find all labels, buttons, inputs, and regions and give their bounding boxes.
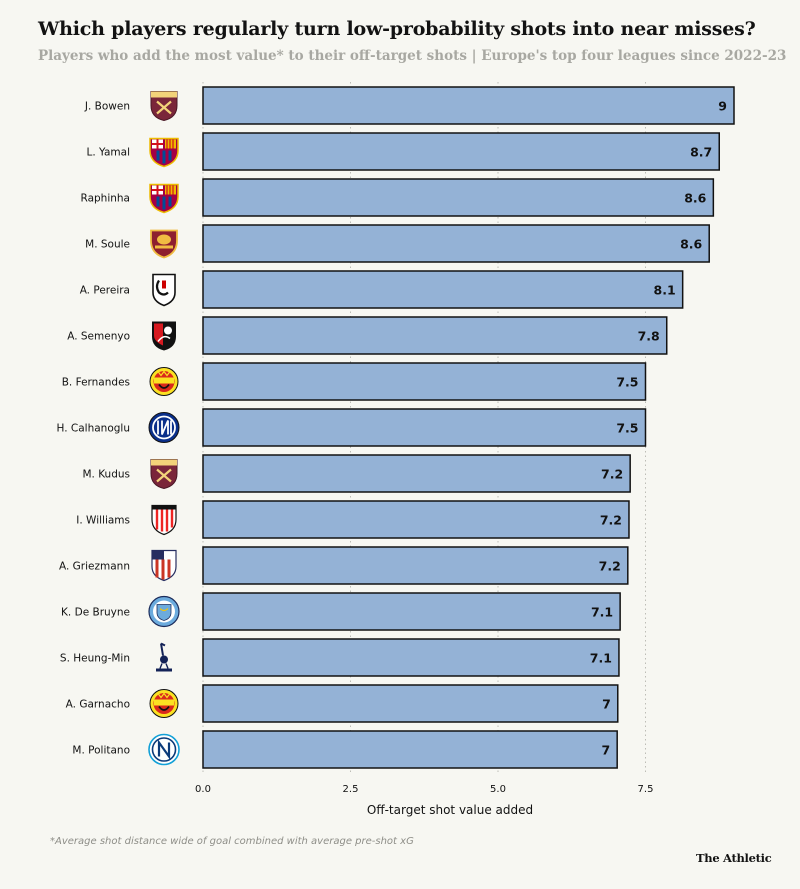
inter-badge-icon [148, 412, 180, 443]
bar [202, 316, 668, 355]
player-label: M. Soule [85, 239, 130, 251]
x-tick-label: 2.5 [343, 784, 359, 795]
data-label: 9 [718, 99, 727, 114]
tottenham-badge-icon [156, 642, 172, 672]
player-label: S. Heung-Min [60, 653, 130, 665]
player-label: B. Fernandes [62, 377, 130, 389]
data-label: 8.6 [680, 237, 702, 252]
west-ham-badge-icon [150, 91, 178, 122]
x-tick-label: 7.5 [638, 784, 654, 795]
player-label: Raphinha [81, 193, 130, 205]
x-axis-title: Off-target shot value added [367, 803, 533, 817]
data-label: 7 [601, 743, 610, 758]
atletico-madrid-badge-icon [151, 549, 177, 582]
data-label: 8.6 [684, 191, 706, 206]
chart-subtitle: Players who add the most value* to their… [38, 48, 787, 64]
player-label: M. Politano [72, 745, 130, 757]
player-label: L. Yamal [86, 147, 130, 159]
bournemouth-badge-icon [152, 321, 176, 351]
bar [202, 132, 720, 171]
barcelona-badge-icon [149, 183, 179, 214]
bar [202, 684, 619, 723]
fulham-badge-icon [152, 273, 176, 307]
data-label: 7.2 [601, 467, 623, 482]
napoli-badge-icon [148, 733, 180, 766]
player-label: A. Griezmann [59, 561, 130, 573]
bar [202, 730, 618, 769]
data-label: 7.2 [600, 513, 622, 528]
data-label: 7.2 [599, 559, 621, 574]
bar [202, 546, 629, 585]
bar [202, 86, 735, 125]
x-tick-label: 0.0 [195, 784, 211, 795]
bar [202, 500, 630, 539]
player-label: H. Calhanoglu [57, 423, 130, 435]
west-ham-badge-icon [150, 459, 178, 490]
man-city-badge-icon [148, 595, 180, 628]
man-united-badge-icon [149, 689, 179, 718]
player-label: I. Williams [76, 515, 130, 527]
brand-logo: The Athletic [696, 851, 772, 865]
data-label: 7 [602, 697, 611, 712]
bar [202, 638, 620, 677]
data-label: 7.1 [590, 651, 612, 666]
player-label: J. Bowen [84, 101, 130, 113]
barcelona-badge-icon [149, 137, 179, 168]
man-united-badge-icon [149, 367, 179, 396]
data-label: 8.1 [654, 283, 676, 298]
player-label: A. Garnacho [66, 699, 130, 711]
footnote: *Average shot distance wide of goal comb… [50, 836, 414, 847]
bar [202, 224, 710, 263]
bar [202, 362, 647, 401]
roma-badge-icon [150, 229, 178, 259]
player-label: A. Semenyo [67, 331, 130, 343]
bar [202, 270, 684, 309]
data-label: 8.7 [690, 145, 712, 160]
player-label: K. De Bruyne [61, 607, 130, 619]
chart-title: Which players regularly turn low-probabi… [38, 18, 756, 40]
player-label: A. Pereira [80, 285, 130, 297]
bar [202, 454, 631, 493]
athletic-bilbao-badge-icon [151, 504, 177, 536]
data-label: 7.1 [591, 605, 613, 620]
bar [202, 178, 715, 217]
player-label: M. Kudus [82, 469, 130, 481]
data-label: 7.5 [616, 421, 638, 436]
bar [202, 408, 647, 447]
x-tick-label: 5.0 [490, 784, 506, 795]
data-label: 7.5 [616, 375, 638, 390]
bar [202, 592, 621, 631]
data-label: 7.8 [638, 329, 660, 344]
